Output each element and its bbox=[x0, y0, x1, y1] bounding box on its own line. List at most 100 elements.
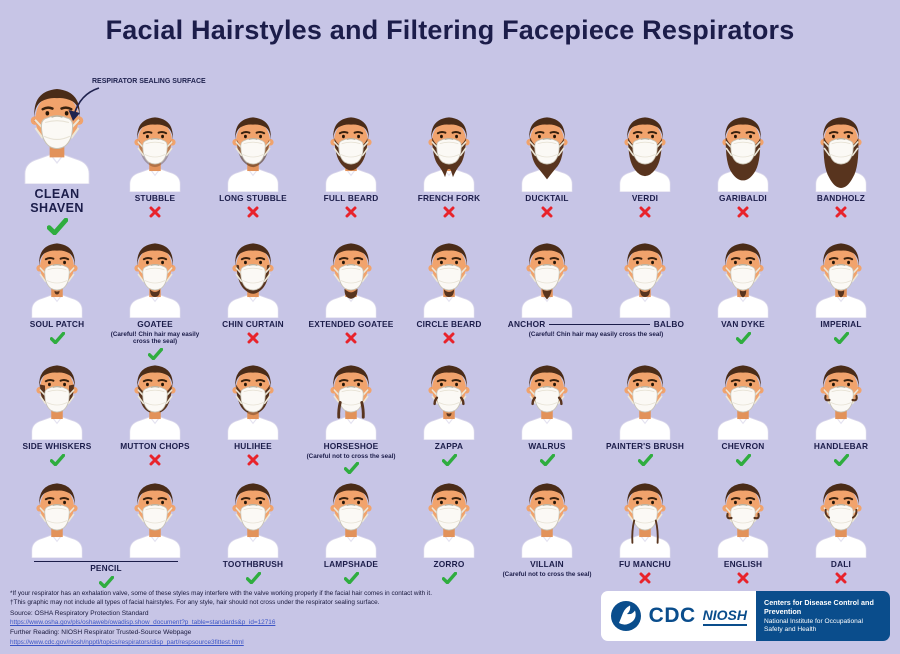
face-extended-goatee bbox=[315, 230, 387, 319]
face-balbo bbox=[609, 230, 681, 319]
bracket-line bbox=[549, 324, 650, 326]
prohibited-x-icon bbox=[149, 206, 161, 218]
hairstyle-grid: RESPIRATOR SEALING SURFACE CLEAN SHAVEN bbox=[8, 56, 892, 589]
style-cell-imperial: IMPERIAL bbox=[792, 226, 890, 348]
approved-check-icon bbox=[833, 453, 849, 466]
face-chin-curtain bbox=[217, 230, 289, 319]
face-zorro bbox=[413, 470, 485, 559]
face-circle-beard bbox=[413, 230, 485, 319]
style-name-label: BALBO bbox=[653, 319, 685, 329]
style-cell-soul-patch: SOUL PATCH bbox=[8, 226, 106, 348]
style-name-label: HORSESHOE bbox=[323, 441, 379, 451]
face-handlebar bbox=[805, 352, 877, 441]
style-name-label: BANDHOLZ bbox=[816, 193, 866, 203]
further-reading-link[interactable]: https://www.cdc.gov/niosh/npptl/topics/r… bbox=[10, 638, 244, 646]
face-goatee bbox=[119, 230, 191, 319]
caution-note: (Careful not to cross the seal) bbox=[306, 452, 396, 460]
cdc-full-name: Centers for Disease Control and Preventi… bbox=[764, 597, 874, 616]
face-fu-manchu bbox=[609, 470, 681, 559]
logo-group: CDC NIOSH Centers for Disease Control an… bbox=[600, 591, 890, 641]
face-soul-patch bbox=[21, 230, 93, 319]
hairstyle-row-3: SIDE WHISKERS MUTTON CHOPS bbox=[8, 348, 892, 475]
pair-faces bbox=[498, 226, 694, 319]
face-van-dyke bbox=[707, 230, 779, 319]
style-cell-zappa: ZAPPA bbox=[400, 348, 498, 468]
footer: *If your respirator has an exhalation va… bbox=[10, 589, 890, 647]
footnote-exhalation-valve: *If your respirator has an exhalation va… bbox=[10, 590, 432, 597]
style-cell-painter-s-brush: PAINTER'S BRUSH bbox=[596, 348, 694, 468]
style-name-label: WALRUS bbox=[528, 441, 566, 451]
approved-check-icon bbox=[441, 453, 457, 466]
style-cell-verdi: VERDI bbox=[596, 56, 694, 226]
style-name-label: LONG STUBBLE bbox=[219, 193, 287, 203]
approved-check-icon bbox=[441, 571, 457, 584]
pair-faces bbox=[8, 468, 204, 559]
hairstyle-row-4: PENCIL TOOTHBRUSH bbox=[8, 468, 892, 589]
style-name-label: MUTTON CHOPS bbox=[120, 441, 190, 451]
face-pencil-2 bbox=[119, 470, 191, 559]
annotation-arrow-icon bbox=[66, 85, 102, 125]
approved-check-icon bbox=[637, 453, 653, 466]
prohibited-x-icon bbox=[639, 572, 651, 584]
style-name-label: FU MANCHU bbox=[618, 559, 672, 569]
face-chevron bbox=[707, 352, 779, 441]
style-cell-lampshade: LAMPSHADE bbox=[302, 468, 400, 588]
source-link[interactable]: https://www.osha.gov/pls/oshaweb/owadisp… bbox=[10, 619, 276, 627]
style-cell-english: ENGLISH bbox=[694, 468, 792, 588]
face-painter-s-brush bbox=[609, 352, 681, 441]
style-name-label: ENGLISH bbox=[723, 559, 763, 569]
style-cell-pencil: PENCIL bbox=[8, 468, 204, 589]
logo-blue-panel: Centers for Disease Control and Preventi… bbox=[756, 591, 890, 641]
style-name-label: VERDI bbox=[631, 193, 659, 203]
face-imperial bbox=[805, 230, 877, 319]
face-hulihee bbox=[217, 352, 289, 441]
face-walrus bbox=[511, 352, 583, 441]
approved-check-icon bbox=[735, 331, 751, 344]
prohibited-x-icon bbox=[443, 206, 455, 218]
prohibited-x-icon bbox=[149, 454, 161, 466]
style-cell-van-dyke: VAN DYKE bbox=[694, 226, 792, 348]
style-cell-circle-beard: CIRCLE BEARD bbox=[400, 226, 498, 348]
approved-check-icon bbox=[98, 575, 114, 589]
face-toothbrush bbox=[217, 470, 289, 559]
style-cell-chin-curtain: CHIN CURTAIN bbox=[204, 226, 302, 348]
face-verdi bbox=[609, 104, 681, 193]
style-cell-dali: DALI bbox=[792, 468, 890, 588]
style-name-label: HULIHEE bbox=[234, 441, 272, 451]
style-cell-garibaldi: GARIBALDI bbox=[694, 56, 792, 226]
face-ducktail bbox=[511, 104, 583, 193]
prohibited-x-icon bbox=[835, 572, 847, 584]
style-name-label: STUBBLE bbox=[134, 193, 176, 203]
style-name-label: ANCHOR bbox=[507, 319, 546, 329]
style-name-label: CLEAN SHAVEN bbox=[30, 187, 84, 216]
approved-check-icon bbox=[833, 331, 849, 344]
hairstyle-row-1: RESPIRATOR SEALING SURFACE CLEAN SHAVEN bbox=[8, 56, 892, 236]
prohibited-x-icon bbox=[443, 332, 455, 344]
style-name-label: PAINTER'S BRUSH bbox=[605, 441, 685, 451]
style-name-label: VILLAIN bbox=[530, 559, 564, 569]
style-cell-mutton-chops: MUTTON CHOPS bbox=[106, 348, 204, 468]
approved-check-icon bbox=[539, 453, 555, 466]
niosh-logo: NIOSH bbox=[702, 607, 747, 626]
approved-check-icon bbox=[147, 347, 163, 361]
style-cell-bandholz: BANDHOLZ bbox=[792, 56, 890, 226]
face-garibaldi bbox=[707, 104, 779, 193]
bracket-line bbox=[34, 561, 178, 563]
style-name-label: HANDLEBAR bbox=[813, 441, 869, 451]
pair-name-row: ANCHOR BALBO bbox=[507, 319, 685, 330]
style-cell-ducktail: DUCKTAIL bbox=[498, 56, 596, 226]
approved-check-icon bbox=[343, 571, 359, 584]
style-cell-zorro: ZORRO bbox=[400, 468, 498, 588]
prohibited-x-icon bbox=[345, 206, 357, 218]
style-cell-clean-shaven: RESPIRATOR SEALING SURFACE CLEAN SHAVEN bbox=[8, 56, 206, 236]
respirator-sealing-surface-label: RESPIRATOR SEALING SURFACE bbox=[92, 78, 206, 85]
face-clean-shaven bbox=[11, 72, 103, 185]
face-pencil-1 bbox=[21, 470, 93, 559]
style-cell-side-whiskers: SIDE WHISKERS bbox=[8, 348, 106, 468]
niosh-full-name: National Institute for Occupational Safe… bbox=[764, 617, 863, 633]
style-name-label: GARIBALDI bbox=[719, 193, 767, 203]
further-reading-label: Further Reading: NIOSH Respirator Truste… bbox=[10, 629, 192, 637]
poster-title: Facial Hairstyles and Filtering Facepiec… bbox=[105, 15, 795, 45]
style-name-label: GOATEE bbox=[137, 319, 173, 329]
